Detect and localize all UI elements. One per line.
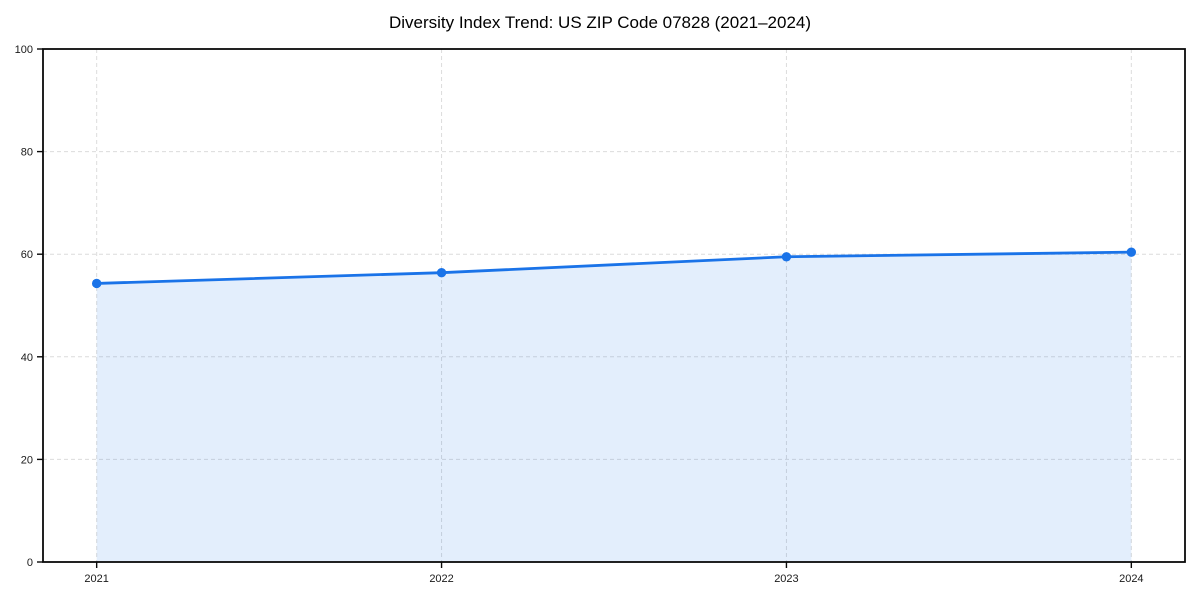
y-tick-label-0: 0 bbox=[27, 557, 33, 569]
area-fill bbox=[96, 252, 1132, 562]
x-tick-label-2023: 2023 bbox=[774, 573, 798, 585]
plot-border bbox=[42, 48, 1186, 563]
data-point-2022 bbox=[436, 267, 447, 278]
x-tick-label-2021: 2021 bbox=[84, 573, 108, 585]
data-point-2023 bbox=[781, 252, 792, 262]
y-tick-label-60: 60 bbox=[21, 249, 33, 261]
y-tick-label-20: 20 bbox=[21, 454, 33, 466]
data-point-2021 bbox=[91, 278, 102, 289]
y-tick-label-40: 40 bbox=[21, 352, 33, 364]
trend-line bbox=[95, 250, 1133, 285]
y-tick-label-80: 80 bbox=[21, 147, 33, 159]
x-tick-label-2022: 2022 bbox=[429, 573, 453, 585]
data-point-2024 bbox=[1126, 247, 1137, 257]
y-tick-label-100: 100 bbox=[15, 44, 33, 56]
chart-title: Diversity Index Trend: US ZIP Code 07828… bbox=[388, 13, 812, 32]
x-tick-label-2024: 2024 bbox=[1119, 573, 1143, 585]
